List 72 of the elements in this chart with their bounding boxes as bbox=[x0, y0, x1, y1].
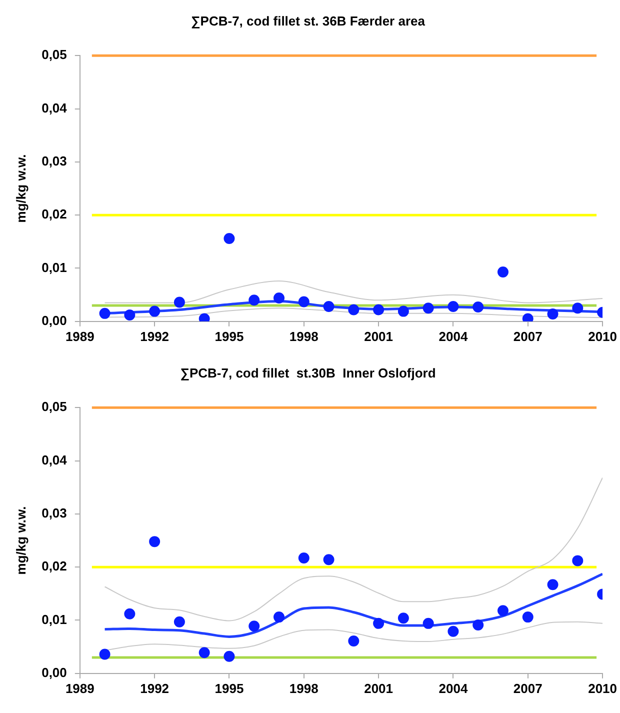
y-tick-label: 0,04 bbox=[42, 100, 68, 116]
y-tick-label: 0,05 bbox=[42, 399, 67, 414]
point bbox=[348, 635, 360, 646]
y-axis-title: mg/kg w.w. bbox=[13, 154, 28, 223]
point bbox=[274, 612, 284, 623]
line-series bbox=[104, 572, 603, 638]
x-tick-label: 2001 bbox=[364, 328, 394, 344]
point bbox=[398, 306, 409, 317]
point bbox=[298, 296, 310, 308]
y-tick-label: 0,04 bbox=[42, 452, 68, 468]
point bbox=[224, 650, 235, 662]
point bbox=[472, 302, 484, 313]
x-tick-label: 2004 bbox=[438, 328, 468, 344]
y-tick-label: 0,00 bbox=[42, 664, 67, 680]
point bbox=[99, 308, 110, 319]
x-tick-label: 1989 bbox=[65, 328, 94, 344]
x-tick-label: 2007 bbox=[513, 680, 542, 696]
x-tick-label: 2007 bbox=[513, 328, 542, 344]
x-tick-label: 2001 bbox=[364, 680, 394, 696]
x-tick-label: 1995 bbox=[214, 680, 244, 696]
x-tick-label: 2010 bbox=[588, 328, 617, 344]
point bbox=[448, 301, 459, 312]
line-series bbox=[104, 477, 603, 622]
point bbox=[224, 232, 235, 244]
x-tick-label: 2010 bbox=[588, 680, 617, 696]
point bbox=[398, 612, 409, 624]
point bbox=[348, 304, 360, 316]
point bbox=[547, 308, 558, 320]
point bbox=[422, 618, 434, 629]
point bbox=[298, 552, 310, 564]
point bbox=[124, 310, 136, 321]
point bbox=[198, 647, 210, 658]
x-tick-label: 1998 bbox=[289, 328, 318, 344]
point bbox=[422, 302, 434, 314]
point bbox=[522, 612, 534, 623]
x-tick-label: 1998 bbox=[289, 680, 318, 696]
point bbox=[472, 620, 484, 631]
point bbox=[248, 294, 260, 306]
point bbox=[274, 292, 284, 304]
point bbox=[124, 608, 136, 620]
y-tick-label: 0,03 bbox=[42, 506, 67, 520]
chart-title: ∑PCB-7, cod fillet st.30B Inner Oslofjord bbox=[180, 365, 436, 380]
y-tick-label: 0,03 bbox=[42, 154, 67, 168]
point bbox=[149, 536, 160, 548]
chart-title: ∑PCB-7, cod fillet st. 36B Færder area bbox=[191, 13, 426, 28]
x-tick-label: 1992 bbox=[140, 328, 170, 344]
point bbox=[497, 266, 508, 278]
y-tick-label: 0,02 bbox=[42, 206, 67, 222]
point bbox=[373, 304, 384, 316]
point bbox=[323, 301, 334, 312]
point bbox=[448, 626, 459, 637]
point bbox=[174, 616, 185, 628]
y-axis-title: mg/kg w.w. bbox=[13, 506, 28, 575]
y-tick-label: 0,01 bbox=[42, 260, 67, 275]
x-tick-label: 1992 bbox=[140, 680, 170, 696]
point bbox=[373, 618, 384, 629]
point bbox=[547, 579, 558, 590]
y-tick-label: 0,05 bbox=[42, 47, 67, 62]
x-tick-label: 1995 bbox=[214, 328, 244, 344]
x-tick-label: 2004 bbox=[438, 680, 468, 696]
y-tick-label: 0,02 bbox=[42, 558, 67, 574]
point bbox=[323, 554, 334, 566]
x-tick-label: 1989 bbox=[65, 680, 94, 696]
point bbox=[497, 605, 508, 616]
point bbox=[572, 555, 584, 566]
y-tick-label: 0,01 bbox=[42, 612, 67, 627]
y-tick-label: 0,00 bbox=[42, 312, 67, 328]
point bbox=[248, 620, 260, 632]
point bbox=[149, 306, 160, 317]
point bbox=[174, 296, 185, 308]
point bbox=[572, 302, 584, 314]
point bbox=[99, 648, 110, 660]
